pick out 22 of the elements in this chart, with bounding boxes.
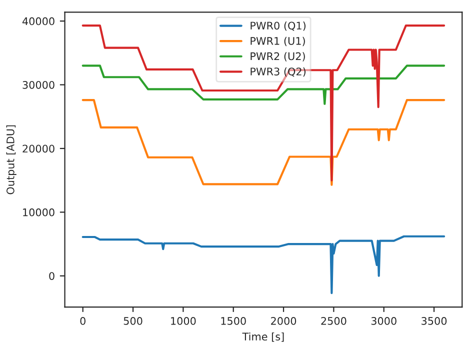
y-tick-label: 20000 [22, 144, 54, 153]
y-tick-label: 40000 [22, 17, 54, 26]
y-tick-label: 10000 [23, 208, 54, 216]
y-tick-label: 30000 [22, 80, 54, 89]
x-axis-title: Time [s] [242, 332, 284, 342]
x-tick-label: 500 [124, 317, 142, 325]
line-series [82, 235, 446, 294]
x-tick-label: 2000 [271, 317, 296, 325]
line-series [82, 64, 446, 105]
legend-label: PWR1 (U1) [250, 36, 305, 46]
line-series [82, 99, 446, 186]
legend-label: PWR2 (U2) [250, 52, 305, 62]
x-tick-label: 1000 [171, 317, 196, 325]
y-axis-title: Output [ADU] [6, 125, 16, 194]
x-tick-label: 3000 [371, 317, 396, 325]
x-tick-label: 0 [80, 317, 86, 325]
legend-label: PWR3 (Q2) [250, 67, 306, 77]
x-tick-label: 1500 [221, 317, 246, 325]
x-tick-label: 2500 [321, 317, 346, 325]
y-tick-label: 0 [49, 272, 54, 280]
x-tick-label: 3500 [422, 317, 447, 325]
legend-label: PWR0 (Q1) [250, 22, 306, 31]
